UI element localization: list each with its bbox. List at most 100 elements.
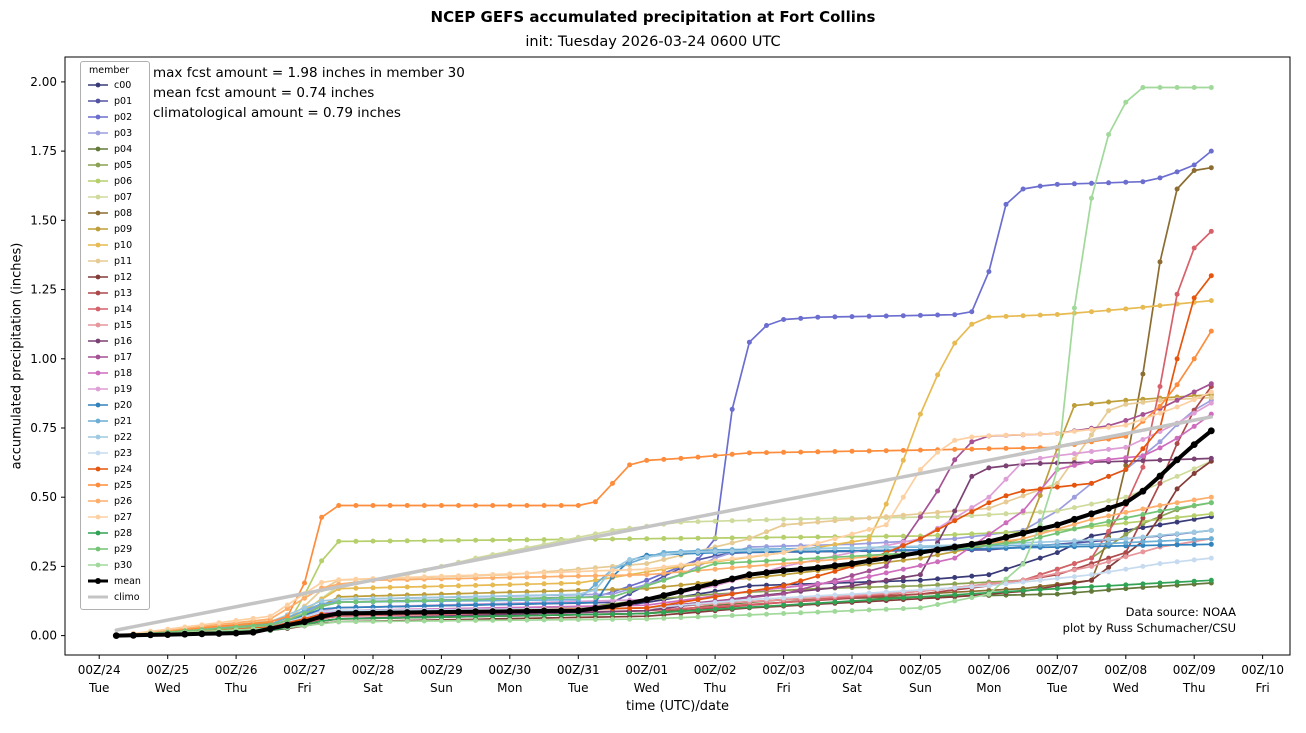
series-marker-p28 [764,603,769,609]
series-marker-p24 [1089,480,1094,486]
series-marker-mean [403,609,411,616]
series-marker-p27 [233,618,239,623]
series-marker-mean [865,557,873,565]
series-marker-p29 [1003,540,1009,546]
series-marker-p30 [1157,85,1163,90]
series-marker-p25 [815,449,821,455]
series-marker-p26 [644,572,650,578]
legend-title: member [89,65,130,76]
legend-swatch-p05 [88,162,108,168]
series-marker-p28 [969,591,975,597]
x-tick-label: 00Z/31 [557,663,600,677]
series-marker-mean [831,562,839,570]
series-marker-mean [1036,525,1044,533]
series-marker-p11 [764,529,769,535]
legend-item-p12: p12 [87,269,141,285]
series-marker-p09 [1123,397,1129,403]
legend-item-p19: p19 [87,381,141,397]
series-marker-mean [1088,510,1095,518]
legend-label: p11 [114,255,133,267]
series-marker-p30 [781,611,787,616]
series-marker-p26 [302,595,307,601]
series-marker-p25 [627,462,633,468]
series-marker-p04 [1020,592,1026,598]
x-tick-weekday: Wed [155,681,181,695]
series-marker-p29 [610,594,615,600]
series-marker-p07 [1089,501,1094,507]
series-marker-p20 [421,603,427,609]
series-marker-p22 [644,554,650,560]
series-marker-p06 [952,532,958,538]
series-marker-p28 [1174,579,1180,585]
legend-label: p08 [114,207,133,219]
series-marker-p02 [1106,180,1112,186]
legend-swatch-c00 [88,82,108,88]
series-marker-p29 [815,555,821,561]
series-marker-p29 [832,554,838,560]
series-marker-p10 [832,542,838,548]
series-marker-mean [164,631,172,638]
series-marker-p26 [627,572,633,578]
legend-item-p30: p30 [87,557,141,573]
series-marker-p06 [1174,515,1180,520]
series-marker-p03 [1157,439,1163,445]
series-marker-p26 [507,575,513,580]
series-marker-p29 [1106,518,1112,524]
series-marker-p06 [610,536,615,542]
series-marker-p27 [900,494,906,500]
series-marker-p25 [473,503,479,508]
series-marker-p29 [302,611,307,616]
legend-label: p01 [114,95,133,107]
series-marker-p24 [1174,356,1180,362]
series-marker-p02 [815,314,821,320]
series-marker-p07 [798,516,804,522]
series-marker-mean [780,567,787,574]
series-marker-mean [882,554,890,562]
series-marker-p28 [678,608,684,614]
series-marker-p10 [986,314,992,320]
series-marker-p16 [1037,461,1043,466]
series-marker-p23 [1071,574,1077,580]
series-marker-p28 [1071,585,1077,591]
series-marker-p09 [610,587,615,592]
series-marker-p30 [969,595,975,601]
series-marker-p12 [1089,577,1094,583]
series-marker-p02 [900,313,906,319]
series-marker-p19 [986,494,992,500]
series-marker-p30 [798,610,804,616]
series-marker-p10 [438,583,444,589]
data-source-line: Data source: NOAA [1125,605,1236,619]
annotation-climo: climatological amount = 0.79 inches [153,105,401,121]
series-marker-mean [489,608,497,615]
series-marker-p10 [353,585,359,591]
series-marker-p25 [969,446,975,452]
series-marker-p02 [969,309,975,315]
series-marker-mean [523,607,531,615]
legend-item-p24: p24 [87,461,141,477]
series-marker-p22 [319,598,325,604]
series-marker-p04 [1037,591,1043,597]
series-marker-p27 [456,573,461,579]
series-marker-p30 [541,617,547,623]
legend-item-p23: p23 [87,445,141,461]
series-marker-p17 [969,439,975,445]
series-marker-p28 [917,594,923,600]
x-tick-label: 00Z/09 [1173,663,1216,677]
series-marker-p23 [781,595,787,601]
series-marker-p30 [746,612,752,618]
series-marker-p07 [969,513,975,519]
series-marker-mean [147,631,154,639]
series-marker-mean [455,608,462,616]
series-marker-p23 [1037,577,1043,583]
series-marker-p06 [661,536,667,541]
series-marker-p28 [695,607,701,613]
series-marker-p23 [746,597,752,603]
series-marker-p02 [1191,162,1197,168]
series-marker-p26 [1071,521,1077,527]
series-marker-p02 [781,317,787,322]
y-tick-label: 2.00 [30,75,57,89]
series-marker-mean [335,610,343,617]
series-marker-p27 [610,567,615,573]
series-marker-p25 [1191,356,1197,362]
series-marker-p30 [610,616,615,622]
